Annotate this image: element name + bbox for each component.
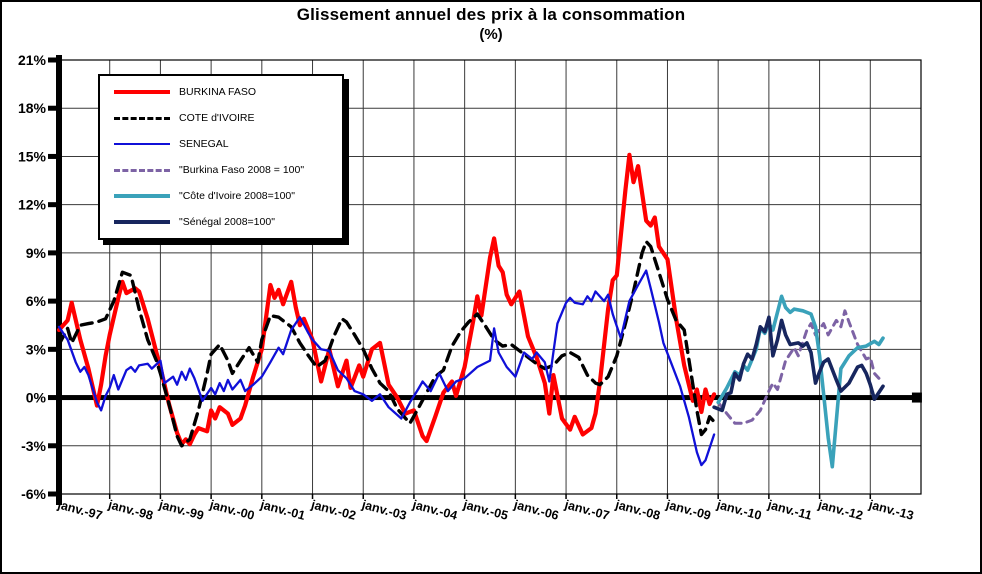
y-axis-tick xyxy=(48,250,56,256)
legend-item-1: COTE d'IVOIRE xyxy=(114,111,336,125)
zero-line-end-cap xyxy=(911,392,922,403)
legend-item-4: "Côte d'Ivoire 2008=100" xyxy=(114,189,336,203)
legend-line-sample xyxy=(114,194,170,198)
chart-legend: BURKINA FASO COTE d'IVOIRE SENEGAL "Burkina… xyxy=(98,74,344,240)
x-axis-label: janv.-11 xyxy=(765,497,813,522)
y-axis-tick xyxy=(48,298,56,304)
x-axis-label: janv.-99 xyxy=(157,497,206,523)
y-axis-label: 0% xyxy=(26,390,47,406)
y-axis-tick xyxy=(48,202,56,208)
y-axis-label: 3% xyxy=(26,341,47,357)
x-axis-label: janv.-10 xyxy=(714,497,763,523)
y-axis-tick xyxy=(48,105,56,111)
x-axis-label: janv.-12 xyxy=(816,497,865,523)
y-axis-label: 12% xyxy=(18,197,47,213)
x-axis-label: janv.-00 xyxy=(207,497,256,523)
legend-line-sample xyxy=(114,116,170,120)
y-axis-tick xyxy=(48,395,56,401)
legend-item-3: "Burkina Faso 2008 = 100" xyxy=(114,163,336,177)
x-axis-label: janv.-01 xyxy=(258,497,307,523)
x-axis-label: janv.-13 xyxy=(867,497,916,523)
y-axis-label: 21% xyxy=(18,52,47,68)
y-axis-label: -3% xyxy=(21,438,46,454)
legend-item-5: "Sénégal 2008=100" xyxy=(114,215,336,229)
y-axis-label: 15% xyxy=(18,148,47,164)
x-axis-label: janv.-08 xyxy=(613,497,662,523)
series-line-senegal xyxy=(57,269,716,467)
x-axis-label: janv.-05 xyxy=(461,497,510,523)
x-axis-label: janv.-07 xyxy=(562,497,611,523)
y-axis-tick xyxy=(48,443,56,449)
legend-label: "Burkina Faso 2008 = 100" xyxy=(179,164,305,176)
x-axis-label: janv.-02 xyxy=(309,497,358,523)
legend-label: SENEGAL xyxy=(179,138,229,150)
legend-line-sample xyxy=(114,220,170,224)
legend-label: "Côte d'Ivoire 2008=100" xyxy=(179,190,295,202)
x-axis-label: janv.-98 xyxy=(106,497,155,523)
legend-line-sample xyxy=(114,90,170,94)
legend-item-0: BURKINA FASO xyxy=(114,85,336,99)
legend-line-sample xyxy=(114,168,170,172)
y-axis-tick xyxy=(48,491,56,497)
series-line-senegal_2008 xyxy=(712,315,885,413)
y-axis-label: -6% xyxy=(21,486,46,502)
series-line-cote_ivoire_2008 xyxy=(716,294,885,469)
x-axis-label: janv.-04 xyxy=(410,497,459,523)
y-axis-tick xyxy=(48,57,56,63)
legend-label: "Sénégal 2008=100" xyxy=(179,216,275,228)
x-axis-label: janv.-06 xyxy=(512,497,561,523)
series-line-burkina_2008 xyxy=(716,309,881,425)
y-axis-tick xyxy=(48,153,56,159)
x-axis-label: janv.-97 xyxy=(55,497,104,523)
y-axis-label: 6% xyxy=(26,293,47,309)
legend-label: COTE d'IVOIRE xyxy=(179,112,255,124)
y-axis-bar xyxy=(56,55,62,505)
y-axis-label: 18% xyxy=(18,100,47,116)
legend-label: BURKINA FASO xyxy=(179,86,257,98)
series-line-cote_ivoire xyxy=(57,239,716,448)
y-axis-tick xyxy=(48,346,56,352)
x-axis-label: janv.-09 xyxy=(664,497,713,523)
legend-line-sample xyxy=(114,143,170,145)
legend-item-2: SENEGAL xyxy=(114,137,336,151)
zero-line xyxy=(59,395,916,401)
y-axis-label: 9% xyxy=(26,245,47,261)
x-axis-label: janv.-03 xyxy=(359,497,408,523)
